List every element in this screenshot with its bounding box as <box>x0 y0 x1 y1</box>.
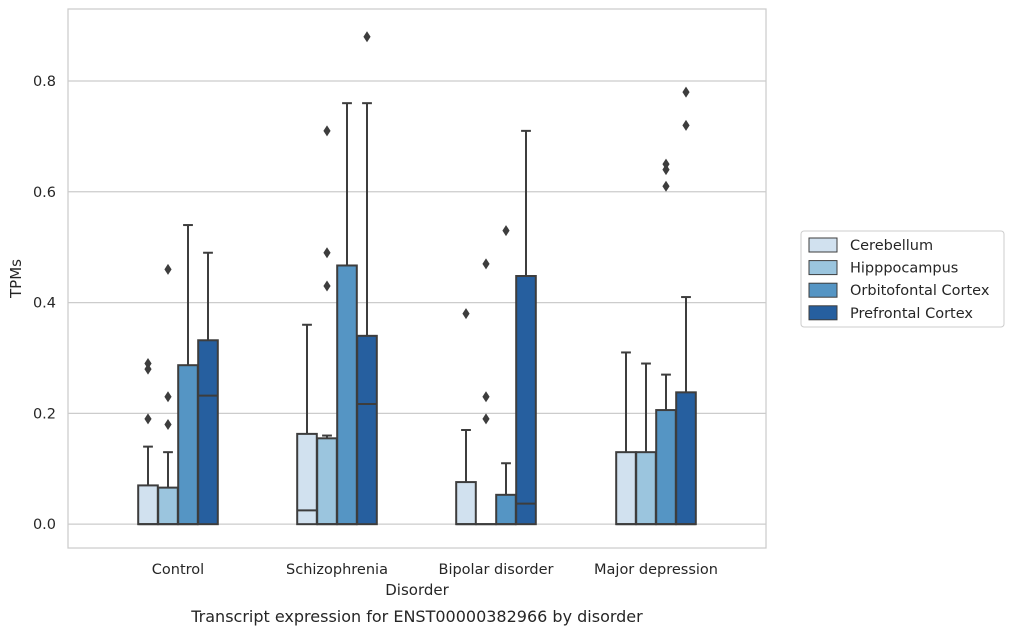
legend-swatch <box>808 282 838 298</box>
box-hipppocampus <box>635 362 657 526</box>
box-body <box>675 391 697 526</box>
box-hipppocampus <box>157 263 179 526</box>
outlier-point <box>144 363 152 375</box>
box-orbitofontal-cortex <box>655 158 677 526</box>
x-tick-label: Major depression <box>594 562 718 578</box>
y-tick-labels: 0.0 0.2 0.4 0.6 0.8 <box>33 74 56 533</box>
box-body <box>655 409 677 526</box>
legend-label: Cerebellum <box>850 238 933 254</box>
box-body <box>356 334 378 526</box>
y-tick-label: 0.8 <box>33 74 56 90</box>
outlier-point <box>662 164 670 176</box>
box-body <box>635 451 657 526</box>
legend-swatch <box>808 305 838 321</box>
outlier-point <box>323 247 331 259</box>
plot-frame <box>67 8 767 549</box>
box-cerebellum <box>615 351 637 526</box>
box-body <box>336 264 358 526</box>
box-body <box>515 275 537 526</box>
box-prefrontal-cortex <box>675 86 697 526</box>
outlier-point <box>662 180 670 192</box>
outlier-point <box>164 418 172 430</box>
outlier-point <box>502 225 510 237</box>
outlier-point <box>462 308 470 320</box>
y-axis-label: TPMs <box>7 259 25 299</box>
box-hipppocampus <box>316 125 338 526</box>
outlier-point <box>144 358 152 370</box>
legend-swatch <box>808 260 838 276</box>
box-cerebellum <box>137 358 159 526</box>
outlier-point <box>482 413 490 425</box>
outlier-point <box>323 125 331 137</box>
y-tick-label: 0.4 <box>33 296 56 312</box>
outlier-point <box>164 263 172 275</box>
legend-label: Prefrontal Cortex <box>850 306 973 322</box>
box-body <box>316 437 338 526</box>
legend-frame <box>800 230 1005 328</box>
box-body <box>197 339 219 526</box>
box-body <box>177 364 199 526</box>
y-tick-label: 0.0 <box>33 517 56 533</box>
outlier-point <box>482 391 490 403</box>
box-body <box>455 481 477 526</box>
box-orbitofontal-cortex <box>336 102 358 526</box>
box-cerebellum <box>455 308 477 526</box>
legend-label: Orbitofontal Cortex <box>850 283 990 299</box>
box-prefrontal-cortex <box>197 251 219 526</box>
chart-caption: Transcript expression for ENST0000038296… <box>190 607 643 626</box>
outlier-point <box>682 119 690 131</box>
box-orbitofontal-cortex <box>495 225 517 526</box>
outlier-point <box>363 31 371 43</box>
x-tick-label: Schizophrenia <box>286 562 388 578</box>
box-cerebellum <box>296 323 318 526</box>
legend: Cerebellum Hipppocampus Orbitofontal Corte… <box>800 230 1005 328</box>
y-tick-label: 0.6 <box>33 185 56 201</box>
box-body <box>495 493 517 526</box>
x-tick-label: Control <box>152 562 204 578</box>
box-prefrontal-cortex <box>515 129 537 526</box>
box-body <box>137 484 159 526</box>
box-prefrontal-cortex <box>356 31 378 526</box>
outlier-point <box>323 280 331 292</box>
x-axis-label: Disorder <box>385 581 449 599</box>
y-tick-label: 0.2 <box>33 406 56 422</box>
outlier-point <box>144 413 152 425</box>
x-tick-label: Bipolar disorder <box>439 562 554 578</box>
x-tick-labels: Control Schizophrenia Bipolar disorder Majo… <box>152 562 718 578</box>
legend-swatch <box>808 237 838 253</box>
boxes-layer <box>137 31 697 526</box>
box-body <box>615 451 637 526</box>
legend-label: Hipppocampus <box>850 261 958 277</box>
box-orbitofontal-cortex <box>177 224 199 526</box>
box-body <box>157 486 179 526</box>
box-hipppocampus <box>475 258 497 526</box>
outlier-point <box>164 391 172 403</box>
outlier-point <box>682 86 690 98</box>
outlier-point <box>662 158 670 170</box>
outlier-point <box>482 258 490 270</box>
